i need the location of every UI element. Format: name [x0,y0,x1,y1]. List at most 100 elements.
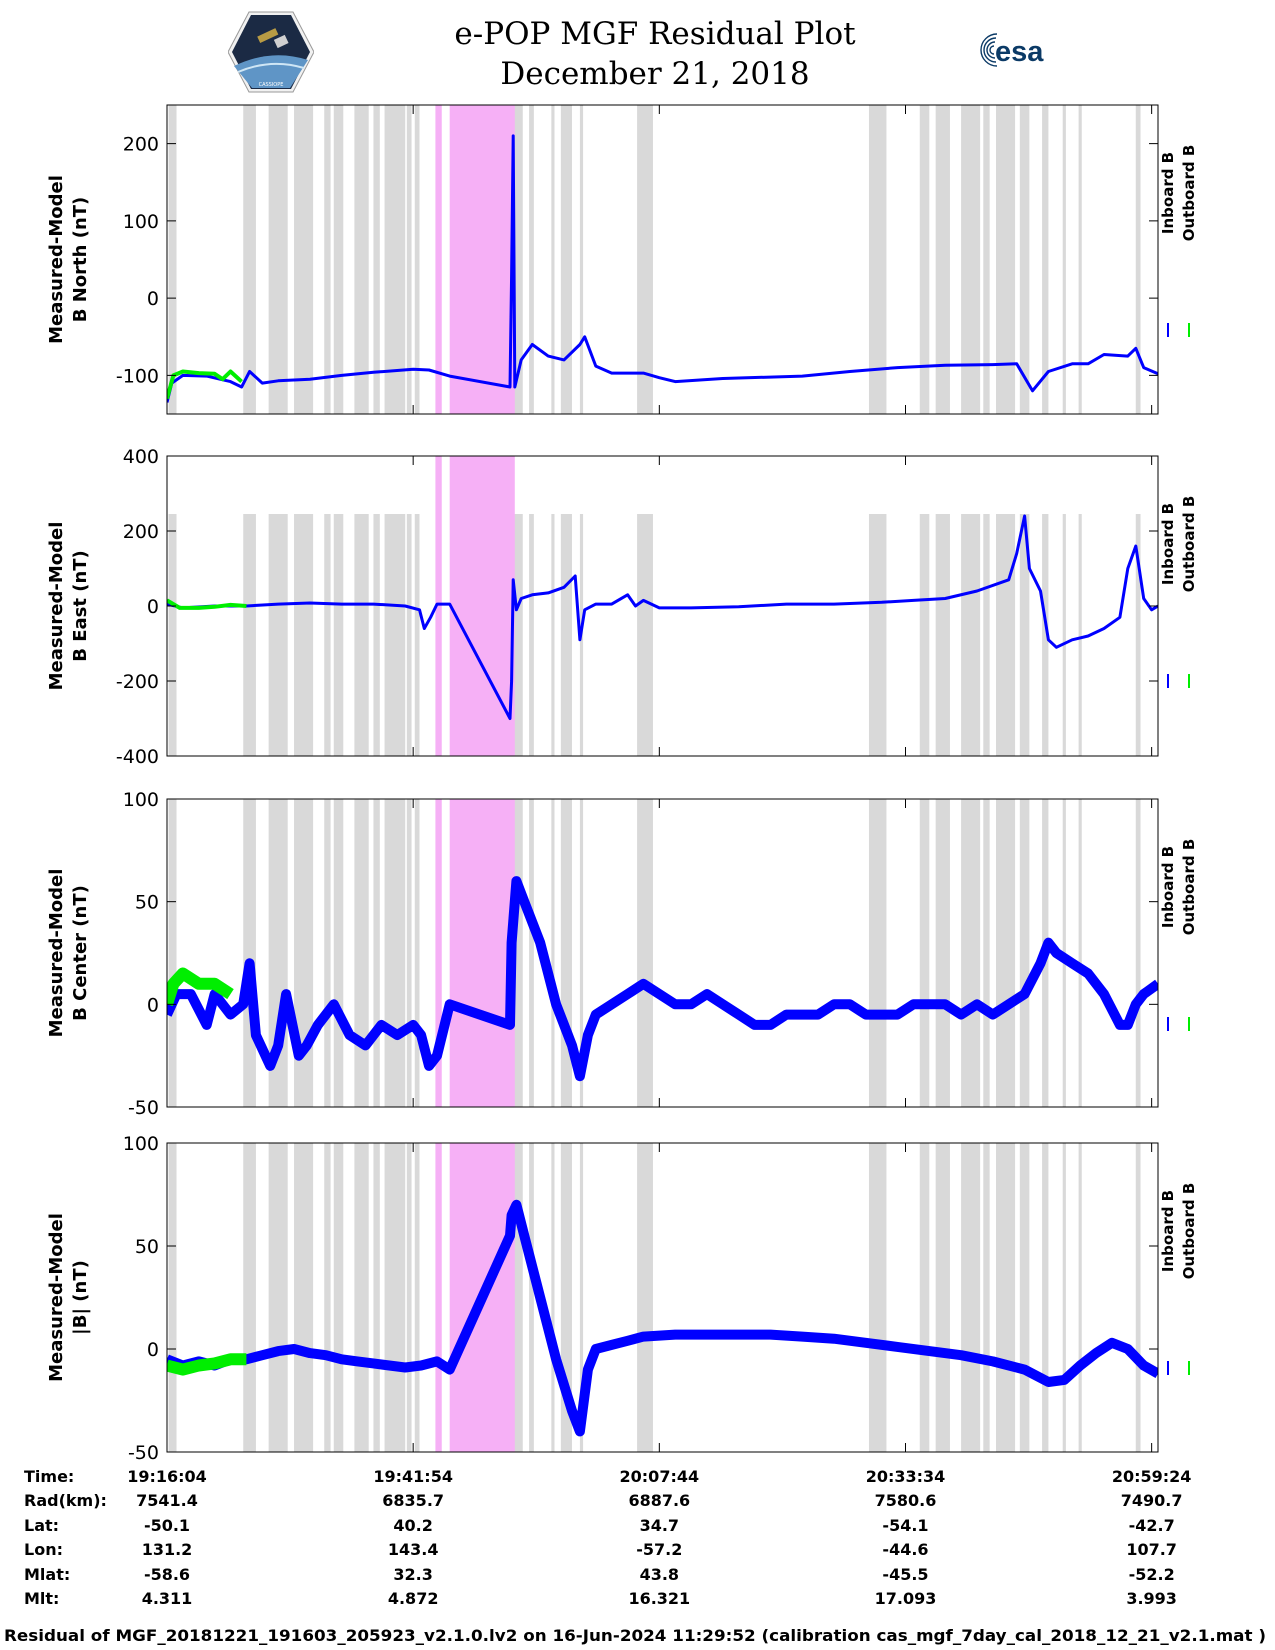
info-value: 17.093 [875,1589,937,1608]
data-gap-band [637,514,653,756]
axes-box [166,104,1159,415]
data-gap-band [1062,1143,1066,1452]
inboard-series [167,514,1158,720]
series-group [167,876,1158,1082]
info-value: 131.2 [142,1540,193,1559]
data-gap-band [294,105,314,414]
data-gap-band [406,799,412,1107]
data-gap-band [996,799,1016,1107]
info-value: -57.2 [636,1540,682,1559]
data-gap-band [1078,514,1082,756]
data-gap-band [919,105,930,414]
data-gap-band [324,1143,331,1452]
info-value: 32.3 [393,1565,432,1584]
y-tick-label: 0 [147,994,159,1016]
data-gap-band [168,1143,177,1452]
data-gap-band [579,1143,584,1452]
data-gap-band [560,105,572,414]
panel-4: -50 0 50 100 Measured-Model |B| (nT) Inboard B… [46,1133,1198,1464]
data-gap-band [1135,799,1141,1107]
info-value: 20:59:24 [1112,1467,1192,1486]
data-gap-band [243,799,256,1107]
y-tick-label: 400 [123,446,159,468]
highlight-band [449,105,515,414]
data-gap-band [168,105,177,414]
y-tick-label: 100 [123,789,159,811]
data-gap-band [513,1143,523,1452]
data-gap-band [513,799,523,1107]
data-gap-band [935,105,950,414]
data-gap-band [961,1143,981,1452]
info-value: 6835.7 [382,1491,444,1510]
data-gap-band [294,799,314,1107]
data-gap-band [168,799,177,1107]
data-gap-band [333,799,344,1107]
data-gap-band [414,799,420,1107]
data-gap-band [961,799,981,1107]
data-gap-band [919,799,930,1107]
info-row-label: Mlt: [24,1589,59,1608]
data-gap-band [868,105,887,414]
data-gap-band [414,105,420,414]
data-gap-band [935,1143,950,1452]
legend-inboard: Inboard B [1159,152,1177,234]
axes-box [166,1142,1159,1453]
esa-logo: esa [980,33,1044,68]
info-value: 34.7 [640,1516,679,1535]
info-value: 3.993 [1126,1589,1177,1608]
y-axis-label: Measured-Model [46,869,67,1038]
info-value: -52.2 [1129,1565,1175,1584]
info-value: 19:16:04 [127,1467,207,1486]
info-value: 19:41:54 [373,1467,453,1486]
info-value: 143.4 [388,1540,439,1559]
info-row-label: Lon: [24,1540,63,1559]
data-gap-band [529,1143,534,1452]
esa-logo-text: esa [995,36,1044,68]
legend-inboard: Inboard B [1159,846,1177,928]
info-value: 107.7 [1126,1540,1177,1559]
data-gap-band [333,1143,344,1452]
data-gap-band [294,1143,314,1452]
panel-3: -50 0 50 100 Measured-Model B Center (nT) Inbo… [46,789,1198,1119]
data-gap-band [637,1143,653,1452]
data-gap-band [354,1143,369,1452]
panel-2: -400 -200 0 200 400 Measured-Model B East (nT)… [46,446,1198,768]
data-gap-band [935,799,950,1107]
data-gap-band [384,105,406,414]
data-gap-band [579,105,584,414]
data-gap-band [324,105,331,414]
data-gap-band [354,799,369,1107]
info-value: 20:07:44 [620,1467,700,1486]
legend-inboard: Inboard B [1159,1190,1177,1272]
info-value: 20:33:34 [866,1467,946,1486]
data-gap-band [637,799,653,1107]
data-gap-band [983,1143,990,1452]
data-gap-band [1019,105,1030,414]
data-gap-band [935,514,950,756]
info-value: 7541.4 [136,1491,198,1510]
data-gap-band [384,514,406,756]
data-gap-band [373,514,380,756]
y-tick-label: 50 [135,892,159,914]
data-gap-band [268,1143,288,1452]
data-gap-band [168,514,177,756]
data-gap-band [1078,799,1082,1107]
data-gap-band [513,514,523,756]
legend-outboard: Outboard B [1180,496,1198,593]
y-tick-label: -50 [128,1442,159,1464]
data-gap-band [333,514,344,756]
data-gap-band [529,105,534,414]
y-tick-label: 200 [123,521,159,543]
data-gap-band [961,514,981,756]
data-gap-band [560,1143,572,1452]
data-gap-band [243,105,256,414]
y-tick-label: 200 [123,134,159,156]
data-gap-band [637,105,653,414]
highlight-band [435,105,442,414]
info-value: -54.1 [882,1516,928,1535]
inboard-series [167,1199,1158,1437]
data-gap-band [919,514,930,756]
data-gap-band [961,105,981,414]
y-axis-label: B East (nT) [70,550,91,662]
data-gap-band [1078,105,1082,414]
